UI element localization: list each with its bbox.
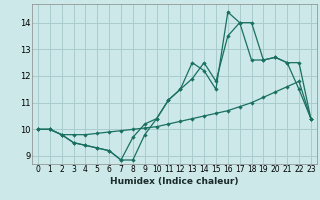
X-axis label: Humidex (Indice chaleur): Humidex (Indice chaleur) [110,177,239,186]
